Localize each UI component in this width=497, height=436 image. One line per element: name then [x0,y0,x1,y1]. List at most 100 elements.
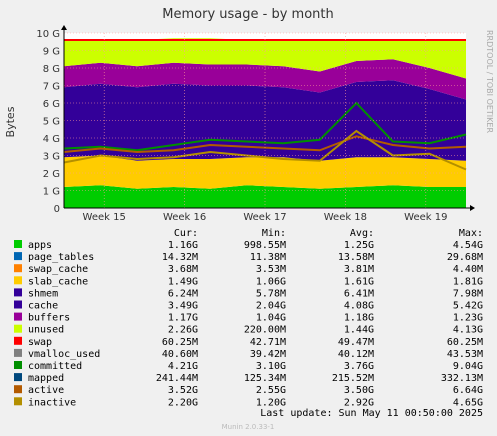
legend-swatch-swap [14,336,22,345]
legend-max-slab_cache: 1.81G [453,276,483,287]
line-committed [63,101,467,152]
y-tick-label: 7 G [43,82,60,93]
y-tick-label: 4 G [43,134,60,145]
legend-swatch-inactive [14,397,22,406]
legend-min-committed: 3.10G [256,361,286,372]
line-inactive [63,129,467,171]
last-update: Last update: Sun May 11 00:50:00 2025 [260,408,483,419]
legend-avg-swap: 49.47M [338,337,374,348]
legend-label-slab_cache: slab_cache [28,276,88,287]
legend-label-cache: cache [28,301,58,312]
legend-min-active: 2.55G [256,385,286,396]
legend-avg-unused: 1.44G [344,325,374,336]
y-axis-label: Bytes [4,106,17,137]
legend-min-shmem: 5.78M [256,288,286,299]
legend-avg-apps: 1.25G [344,240,374,251]
legend-label-page_tables: page_tables [28,252,94,263]
legend-swatch-buffers [14,312,22,321]
legend-cur-page_tables: 14.32M [162,252,198,263]
legend-label-committed: committed [28,361,82,372]
legend: apps 1.16G 998.55M 1.25G 4.54G page_tables 14.… [14,240,483,408]
legend-cur-vmalloc_used: 40.60M [162,349,198,360]
legend-max-unused: 4.13G [453,325,483,336]
legend-avg-vmalloc_used: 40.12M [338,349,374,360]
y-tick-label: 0 [54,204,60,215]
y-tick-label: 1 G [43,187,60,198]
legend-avg-mapped: 215.52M [332,373,374,384]
legend-cur-mapped: 241.44M [156,373,198,384]
legend-min-slab_cache: 1.06G [256,276,286,287]
legend-label-unused: unused [28,325,64,336]
x-tick-label: Week 18 [324,212,367,223]
munin-version: Munin 2.0.33-1 [222,423,275,431]
y-tick-label: 10 G [36,29,60,40]
area-unused [64,38,466,79]
legend-swatch-shmem [14,288,22,297]
legend-max-swap: 60.25M [447,337,483,348]
legend-max-vmalloc_used: 43.53M [447,349,483,360]
legend-swatch-slab_cache [14,276,22,285]
area-slab_cache [64,155,466,189]
legend-max-inactive: 4.65G [453,397,483,408]
legend-cur-apps: 1.16G [168,240,198,251]
legend-label-apps: apps [28,240,52,251]
legend-cur-inactive: 2.20G [168,397,198,408]
x-tick-label: Week 17 [243,212,286,223]
legend-cur-buffers: 1.17G [168,313,198,324]
area-apps [64,185,466,208]
y-axis-arrow [61,25,67,30]
legend-avg-swap_cache: 3.81M [344,264,374,275]
legend-header-avg: Avg: [350,228,374,239]
legend-swatch-active [14,385,22,394]
legend-swatch-vmalloc_used [14,348,22,357]
legend-swatch-swap_cache [14,264,22,273]
legend-avg-slab_cache: 1.61G [344,276,374,287]
legend-cur-committed: 4.21G [168,361,198,372]
legend-min-buffers: 1.04G [256,313,286,324]
y-tick-label: 9 G [43,47,60,58]
legend-swatch-apps [14,240,22,248]
legend-label-mapped: mapped [28,373,64,384]
legend-max-active: 6.64G [453,385,483,396]
x-axis-arrow [470,205,475,211]
legend-max-page_tables: 29.68M [447,252,483,263]
legend-avg-committed: 3.76G [344,361,374,372]
y-tick-label: 5 G [43,117,60,128]
legend-avg-inactive: 2.92G [344,397,374,408]
area-buffers [64,59,466,100]
legend-header-cur: Cur: [174,228,198,239]
legend-label-inactive: inactive [28,397,76,408]
x-tick-label: Week 19 [404,212,447,223]
legend-cur-cache: 3.49G [168,301,198,312]
legend-swatch-committed [14,361,22,369]
legend-swatch-cache [14,300,22,309]
y-tick-label: 6 G [43,99,60,110]
plot-area: 0 1 G 2 G 3 G 4 G 5 G 6 G 7 G 8 G 9 G 10 G Week 15… [36,25,475,223]
legend-cur-swap_cache: 3.68M [168,264,198,275]
y-tick-labels: 0 1 G 2 G 3 G 4 G 5 G 6 G 7 G 8 G 9 G 10 G [36,29,60,215]
legend-label-shmem: shmem [28,288,58,299]
legend-max-mapped: 332.13M [441,373,483,384]
legend-cur-active: 3.52G [168,385,198,396]
legend-max-buffers: 1.23G [453,313,483,324]
legend-max-shmem: 7.98M [453,288,483,299]
legend-avg-buffers: 1.18G [344,313,374,324]
y-tick-label: 8 G [43,64,60,75]
legend-min-swap: 42.71M [250,337,286,348]
legend-header: Cur: Min: Avg: Max: [174,228,483,239]
chart-title: Memory usage - by month [162,7,333,22]
legend-min-apps: 998.55M [244,240,286,251]
legend-min-unused: 220.00M [244,325,286,336]
rrdtool-credit: RRDTOOL / TOBI OETIKER [485,30,494,133]
legend-min-mapped: 125.34M [244,373,286,384]
legend-label-vmalloc_used: vmalloc_used [28,349,100,360]
legend-max-swap_cache: 4.40M [453,264,483,275]
legend-swatch-page_tables [14,252,22,261]
y-tick-label: 2 G [43,169,60,180]
legend-max-apps: 4.54G [453,240,483,251]
legend-min-inactive: 1.20G [256,397,286,408]
legend-max-cache: 5.42G [453,301,483,312]
legend-max-committed: 9.04G [453,361,483,372]
legend-label-swap_cache: swap_cache [28,264,88,275]
legend-min-vmalloc_used: 39.42M [250,349,286,360]
